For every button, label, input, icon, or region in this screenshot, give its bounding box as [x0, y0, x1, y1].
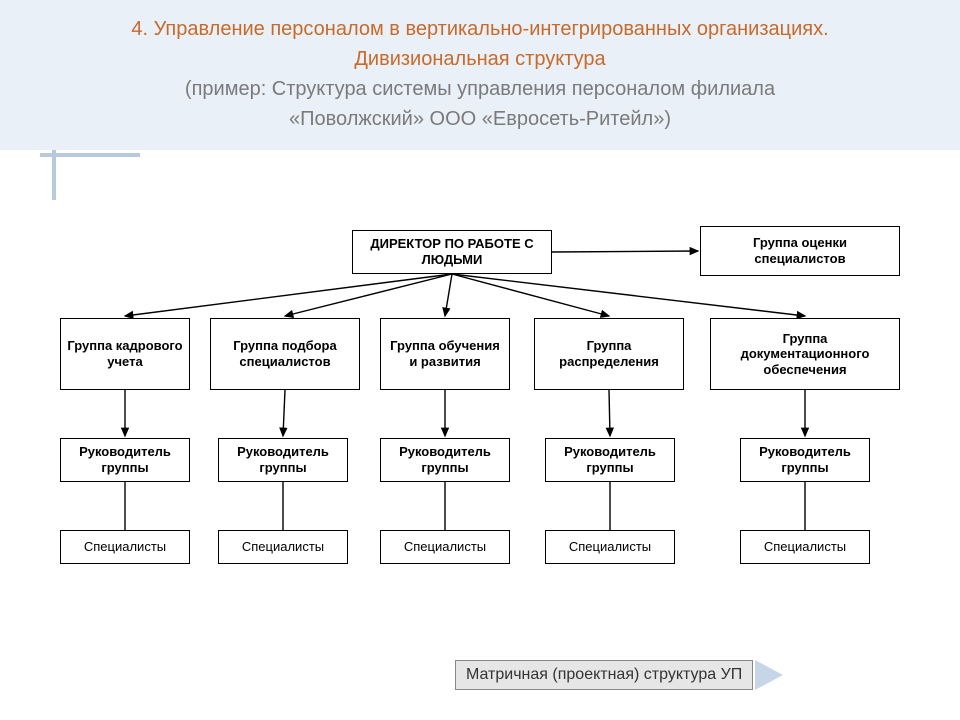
org-node-eval: Группа оценки специалистов	[700, 226, 900, 276]
org-node-g3: Группа обучения и развития	[380, 318, 510, 390]
title-line-1: 4. Управление персоналом в вертикально-и…	[30, 14, 930, 44]
decorative-horizontal-line	[40, 153, 140, 157]
org-node-g1: Группа кадрового учета	[60, 318, 190, 390]
org-node-r4: Руководитель группы	[545, 438, 675, 482]
org-node-s3: Специалисты	[380, 530, 510, 564]
org-node-director: ДИРЕКТОР ПО РАБОТЕ С ЛЮДЬМИ	[352, 230, 552, 274]
title-line-4: «Поволжский» ООО «Евросеть-Ритейл»)	[30, 104, 930, 134]
footer-arrow-icon	[755, 660, 783, 690]
footer-link[interactable]: Матричная (проектная) структура УП	[455, 660, 960, 690]
org-node-r5: Руководитель группы	[740, 438, 870, 482]
org-node-r3: Руководитель группы	[380, 438, 510, 482]
slide-header: 4. Управление персоналом в вертикально-и…	[0, 0, 960, 150]
org-node-g4: Группа распределения	[534, 318, 684, 390]
org-node-s5: Специалисты	[740, 530, 870, 564]
org-node-s1: Специалисты	[60, 530, 190, 564]
title-line-3: (пример: Структура системы управления пе…	[30, 74, 930, 104]
title-line-2: Дивизиональная структура	[30, 44, 930, 74]
org-node-g5: Группа документационного обеспечения	[710, 318, 900, 390]
org-chart-connectors	[0, 210, 960, 650]
org-node-s2: Специалисты	[218, 530, 348, 564]
org-node-r2: Руководитель группы	[218, 438, 348, 482]
footer-label: Матричная (проектная) структура УП	[455, 660, 753, 690]
org-chart: ДИРЕКТОР ПО РАБОТЕ С ЛЮДЬМИ Группа оценки…	[0, 210, 960, 650]
org-node-s4: Специалисты	[545, 530, 675, 564]
org-node-g2: Группа подбора специалистов	[210, 318, 360, 390]
org-node-r1: Руководитель группы	[60, 438, 190, 482]
